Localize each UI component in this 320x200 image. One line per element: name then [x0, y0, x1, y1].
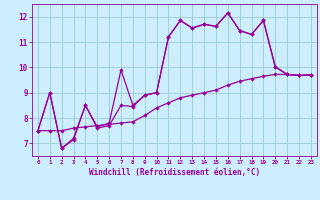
- X-axis label: Windchill (Refroidissement éolien,°C): Windchill (Refroidissement éolien,°C): [89, 168, 260, 177]
